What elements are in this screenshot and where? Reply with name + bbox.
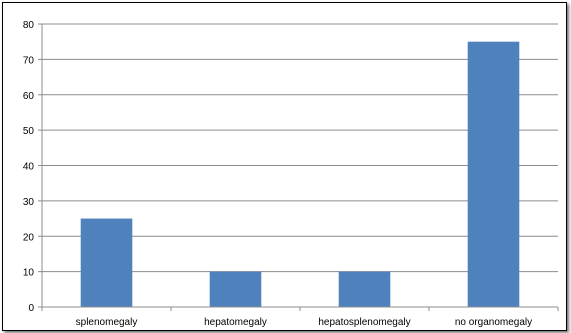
y-tick-label: 20 bbox=[23, 232, 35, 243]
bars bbox=[80, 41, 520, 307]
y-tick-label: 50 bbox=[23, 126, 35, 137]
bar-hepatomegaly bbox=[209, 271, 262, 307]
y-tick-label: 80 bbox=[23, 20, 35, 31]
labels: 0 10 20 30 40 50 60 70 80 splenomegaly hepatomegal… bbox=[23, 20, 532, 328]
x-category-label: no organomegaly bbox=[455, 317, 532, 328]
bar-no-organomegaly bbox=[467, 41, 520, 307]
y-tick-label: 40 bbox=[23, 162, 35, 173]
y-tick-label: 30 bbox=[23, 197, 35, 208]
axes bbox=[38, 23, 559, 311]
bar-hepatosplenomegaly bbox=[338, 271, 391, 307]
y-tick-label: 60 bbox=[23, 91, 35, 102]
y-tick-label: 70 bbox=[23, 55, 35, 66]
y-tick-label: 10 bbox=[23, 268, 35, 279]
x-category-label: hepatosplenomegaly bbox=[318, 317, 410, 328]
bar-splenomegaly bbox=[80, 218, 133, 307]
x-category-label: splenomegaly bbox=[76, 317, 138, 328]
y-tick-label: 0 bbox=[28, 303, 34, 314]
x-category-label: hepatomegaly bbox=[204, 317, 267, 328]
